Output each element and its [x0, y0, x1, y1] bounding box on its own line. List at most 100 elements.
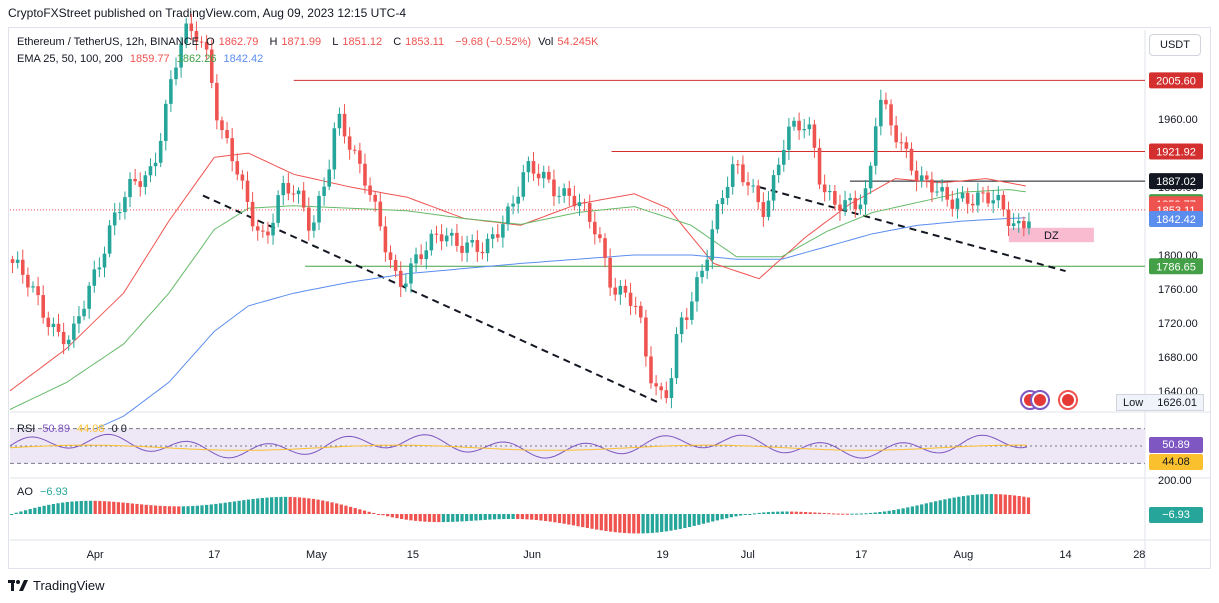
ao-bar — [539, 514, 543, 521]
candle-body — [945, 187, 950, 200]
ao-bar — [585, 514, 590, 528]
ao-bar — [725, 514, 729, 519]
ao-bar — [279, 496, 283, 514]
candle-body — [950, 199, 955, 209]
ao-bar — [553, 514, 557, 523]
ao-bar — [339, 504, 343, 514]
candle-body — [56, 323, 61, 332]
ao-bar — [446, 514, 450, 523]
ao-bar — [186, 506, 190, 514]
candle-body — [490, 234, 495, 239]
rsi-line — [9, 433, 1028, 459]
ao-bar — [251, 498, 255, 514]
candle-body — [996, 194, 1001, 201]
candle-body — [853, 198, 858, 209]
currency-button[interactable]: USDT — [1149, 34, 1201, 56]
ao-bar — [274, 497, 278, 514]
ao-bar — [748, 514, 752, 515]
candle-body — [802, 129, 807, 131]
ao-bar — [302, 497, 306, 514]
ao-bar — [873, 512, 877, 514]
rsi-ma-line — [9, 444, 1028, 451]
candle-body — [638, 305, 643, 318]
ao-bar — [989, 494, 993, 514]
candle-body — [46, 317, 51, 328]
candle-body — [812, 124, 817, 148]
candle-body — [322, 186, 326, 196]
ao-bar — [488, 514, 492, 520]
candle-body — [10, 259, 15, 263]
candle-body — [562, 188, 566, 196]
ao-bar — [567, 514, 571, 525]
rsi-ma-legend-value: 44.08 — [77, 423, 105, 435]
candle-body — [557, 195, 561, 197]
candle-body — [240, 174, 245, 181]
candle-body — [925, 175, 929, 180]
ao-bar — [771, 511, 775, 514]
symbol-label[interactable]: Ethereum / TetherUS, 12h, BINANCE — [17, 36, 199, 48]
candle-body — [787, 126, 791, 150]
candle-body — [393, 259, 398, 271]
ao-bar — [432, 514, 436, 523]
candle-body — [511, 203, 515, 207]
ao-axis-tick: 200.00 — [1158, 475, 1192, 487]
candle-body — [521, 172, 526, 197]
candle-body — [659, 386, 663, 391]
low-badge: Low 1626.01 — [1116, 394, 1204, 411]
candle-body — [398, 270, 403, 287]
rsi-legend-value: 50.89 — [42, 423, 70, 435]
ao-bar — [367, 511, 371, 514]
candle-body — [807, 124, 812, 130]
candle-body — [582, 202, 587, 204]
ao-bar — [892, 510, 896, 514]
candle-body — [654, 383, 658, 387]
ao-bar — [506, 514, 511, 519]
ema-legend: EMA 25, 50, 100, 200 1859.77 1862.26 184… — [17, 53, 267, 65]
ao-bar — [985, 494, 989, 514]
ao-bar — [599, 514, 603, 531]
ao-bar — [348, 506, 353, 514]
ao-bar — [330, 502, 334, 514]
x-tick-label: May — [306, 549, 327, 561]
ao-label[interactable]: AO — [17, 486, 33, 498]
candle-body — [429, 233, 434, 251]
ao-bar — [372, 512, 376, 514]
open-value: O 1862.79 — [206, 36, 259, 48]
ao-bar — [841, 513, 845, 515]
x-tick-label: 17 — [855, 549, 867, 561]
ema-label[interactable]: EMA 25, 50, 100, 200 — [17, 53, 123, 65]
candle-body — [761, 202, 766, 217]
event-flag-icon-inner — [1062, 394, 1074, 406]
x-tick-label: 28 — [1133, 549, 1145, 561]
ao-bar — [288, 496, 292, 514]
ao-bar — [813, 512, 817, 514]
price-label-text: 1887.02 — [1156, 176, 1196, 188]
ao-bar — [283, 496, 288, 514]
ao-bar — [297, 497, 302, 514]
candle-body — [250, 201, 255, 227]
candle-body — [868, 165, 873, 189]
ao-bar — [534, 514, 538, 521]
ao-bar — [548, 514, 552, 522]
candle-body — [174, 67, 178, 80]
rsi-label[interactable]: RSI — [17, 423, 36, 435]
y-tick-label: 1680.00 — [1158, 352, 1198, 364]
candle-body — [705, 259, 709, 271]
candle-body — [817, 147, 822, 185]
candle-body — [751, 185, 755, 187]
candle-body — [593, 221, 597, 235]
ao-bar — [427, 514, 432, 522]
candle-body — [1001, 194, 1006, 210]
ao-bar — [483, 514, 487, 520]
ao-bar — [237, 500, 241, 514]
candle-body — [312, 222, 316, 231]
tradingview-brand[interactable]: TradingView — [8, 578, 105, 593]
ao-legend: AO −6.93 — [17, 486, 72, 498]
ema-line-ema50 — [9, 189, 1026, 410]
candle-body — [838, 204, 842, 211]
candle-body — [72, 323, 76, 340]
candle-body — [485, 238, 490, 254]
candle-body — [976, 192, 980, 206]
ao-bar — [256, 498, 260, 514]
